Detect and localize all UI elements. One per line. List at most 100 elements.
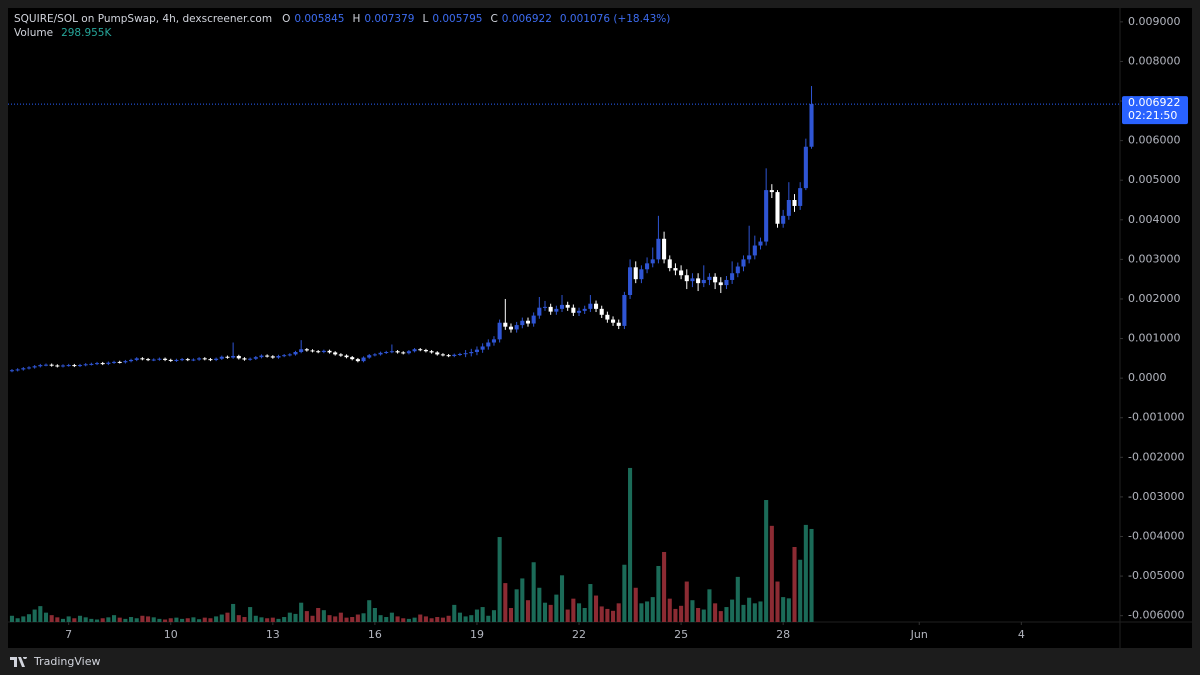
volume-bar (259, 617, 264, 622)
volume-bar (9, 615, 15, 622)
candle-body (809, 104, 814, 147)
volume-bar (333, 616, 338, 622)
volume-bar (622, 564, 627, 622)
volume-bar (77, 615, 83, 622)
candle-body (435, 352, 440, 355)
legend-title: SQUIRE/SOL on PumpSwap, 4h, dexscreener.… (14, 13, 273, 25)
volume-bar (21, 616, 26, 622)
candle-body (503, 322, 508, 327)
candle-body (270, 356, 275, 358)
brand-name: TradingView (34, 655, 101, 668)
volume-bar (32, 609, 37, 622)
candle-body (361, 357, 366, 362)
volume-name: Volume (14, 27, 54, 39)
candle-body (117, 361, 122, 363)
x-tick-label: 4 (1018, 628, 1025, 641)
candle-body (55, 365, 60, 367)
candle-body (43, 364, 49, 366)
volume-bar (758, 601, 763, 622)
candle-body (741, 259, 746, 267)
candle-body (157, 358, 162, 360)
volume-bar (378, 615, 383, 622)
volume-bar (718, 611, 723, 622)
candle-body (129, 359, 134, 362)
y-tick-label: 0.005000 (1128, 173, 1181, 186)
candle-body (202, 358, 207, 360)
candle-body (338, 354, 343, 356)
volume-bar (769, 525, 774, 622)
candle-body (764, 190, 769, 242)
volume-bar (423, 616, 428, 622)
legend-close: 0.006922 (501, 13, 552, 25)
candle-body (520, 320, 525, 326)
volume-bar (151, 617, 156, 622)
volume-bar (111, 615, 117, 622)
volume-bar (293, 613, 298, 622)
brand[interactable]: TradingView (10, 655, 100, 668)
candle-body (605, 314, 610, 320)
volume-bar (304, 611, 309, 622)
legend-letter: O (282, 13, 291, 25)
candle-body (440, 354, 445, 356)
volume-label: 298.955K (61, 27, 112, 39)
x-tick-label: Jun (910, 628, 928, 641)
candle-body (72, 365, 77, 367)
candle-body (662, 238, 667, 260)
volume-bar (55, 617, 60, 622)
candle-body (701, 279, 706, 284)
volume-bar (667, 598, 672, 622)
volume-bar (593, 595, 599, 622)
y-tick-label: -0.001000 (1128, 411, 1184, 424)
candle-body (15, 369, 20, 371)
candle-body (21, 368, 26, 370)
candle-body (282, 355, 287, 357)
candle-body (491, 339, 497, 343)
candle-body (287, 354, 292, 356)
volume-bar (486, 615, 491, 622)
y-tick-label: 0.002000 (1128, 292, 1181, 305)
candle-body (718, 282, 723, 286)
last-price-label: 0.006922 (1128, 96, 1181, 109)
volume-bar (508, 607, 514, 622)
candle-body (758, 241, 763, 246)
volume-bar (231, 603, 236, 622)
volume-bar (83, 617, 88, 622)
volume-bar (282, 617, 287, 622)
volume-bar (673, 608, 678, 622)
volume-bar (520, 578, 525, 622)
volume-bar (287, 612, 292, 622)
candle-body (77, 365, 83, 367)
candle-body (60, 365, 66, 367)
volume-bar (662, 551, 667, 622)
volume-bar (781, 597, 786, 622)
candle-body (49, 364, 54, 366)
candle-body (576, 310, 582, 313)
volume-bar (446, 615, 451, 622)
candle-body (197, 358, 202, 360)
volume-bar (372, 607, 377, 622)
legend: SQUIRE/SOL on PumpSwap, 4h, dexscreener.… (14, 12, 670, 40)
candle-body (253, 357, 258, 359)
candle-body (508, 326, 514, 330)
volume-bar (191, 617, 196, 622)
candle-body (747, 255, 752, 260)
candle-body (474, 349, 479, 353)
volume-bar (406, 618, 411, 622)
volume-bar (452, 604, 457, 622)
legend-low: 0.005795 (432, 13, 483, 25)
x-tick-label: 19 (470, 628, 484, 641)
volume-bar (752, 603, 757, 622)
y-tick-label: -0.005000 (1128, 569, 1184, 582)
volume-bar (321, 610, 326, 622)
volume-bar (123, 618, 128, 622)
chart-background (8, 8, 1192, 648)
candle-body (225, 356, 230, 358)
candle-body (690, 278, 695, 282)
volume-bar (197, 619, 202, 622)
volume-bar (645, 601, 650, 622)
candle-body (724, 279, 729, 286)
volume-bar (361, 613, 366, 622)
volume-bar (214, 616, 219, 622)
y-tick-label: -0.002000 (1128, 450, 1184, 463)
